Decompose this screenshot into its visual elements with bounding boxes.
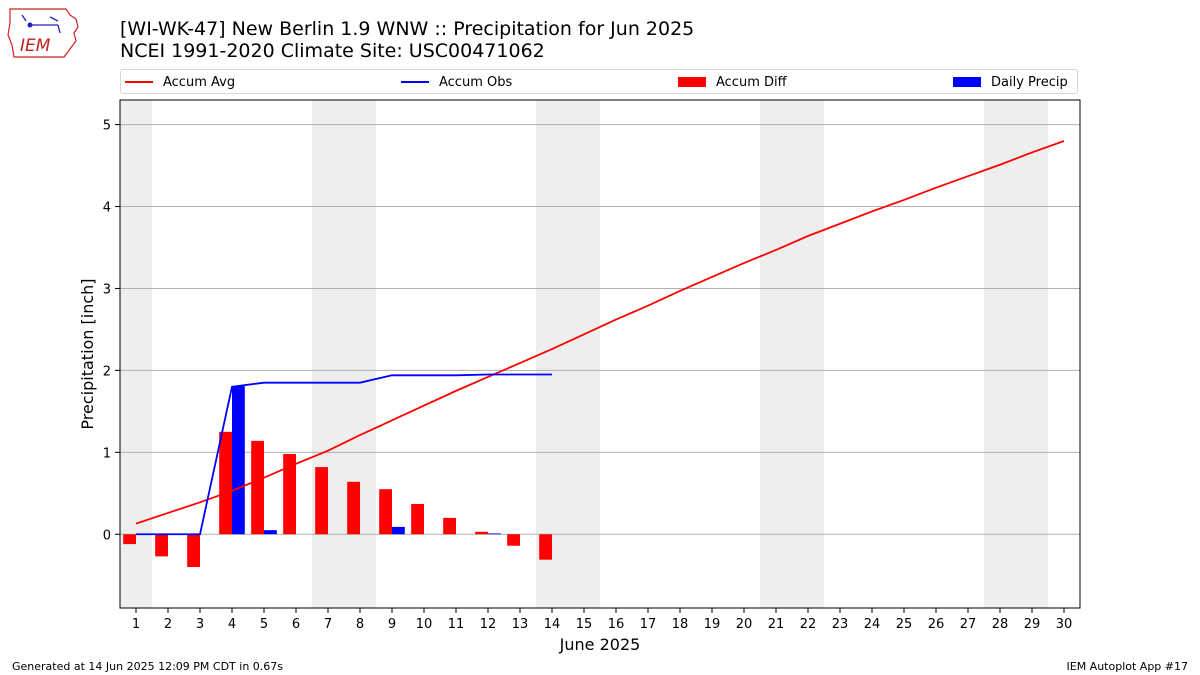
legend-label-accum-obs: Accum Obs	[439, 74, 513, 90]
x-tick-label-2: 2	[164, 617, 172, 632]
diff-bar-day-2	[155, 534, 168, 557]
x-tick-label-18: 18	[672, 617, 689, 632]
chart-legend: Accum Avg Accum Obs Accum Diff Daily Pre…	[120, 69, 1078, 94]
x-tick-label-13: 13	[512, 617, 529, 632]
weekend-shading	[120, 100, 1048, 608]
x-tick-label-26: 26	[928, 617, 945, 632]
y-tick-label-0: 0	[103, 528, 111, 543]
diff-bar-day-11	[443, 517, 456, 535]
weekend-band-22	[792, 100, 824, 608]
weekend-band-1	[120, 100, 152, 608]
weekend-band-29	[1016, 100, 1048, 608]
diff-bar-day-6	[283, 453, 296, 535]
diff-bar-day-12	[475, 531, 488, 535]
logo-text: IEM	[20, 36, 51, 56]
x-tick-label-19: 19	[704, 617, 721, 632]
x-tick-label-25: 25	[896, 617, 913, 632]
legend-swatch-accum-obs	[401, 81, 429, 83]
x-tick-label-22: 22	[800, 617, 817, 632]
y-tick-label-3: 3	[103, 282, 111, 297]
x-tick-label-21: 21	[768, 617, 785, 632]
x-tick-label-6: 6	[292, 617, 300, 632]
x-axis-label: June 2025	[559, 635, 641, 654]
plot-frame	[119, 99, 1081, 609]
daily-bar-day-5	[264, 530, 277, 535]
line-series	[135, 140, 1065, 536]
legend-swatch-accum-diff	[678, 77, 706, 87]
diff-bar-day-1	[123, 534, 136, 545]
y-axis-ticks: 0 1 2 3 4 5	[103, 119, 120, 543]
x-tick-label-30: 30	[1056, 617, 1073, 632]
daily-bar-day-4	[232, 385, 245, 535]
y-tick-label-2: 2	[103, 364, 111, 379]
diff-bar-day-13	[507, 534, 520, 546]
x-tick-label-17: 17	[640, 617, 657, 632]
x-tick-label-15: 15	[576, 617, 593, 632]
x-tick-label-7: 7	[324, 617, 332, 632]
x-tick-label-16: 16	[608, 617, 625, 632]
legend-swatch-daily-precip	[953, 77, 981, 87]
diff-bar-day-10	[411, 503, 424, 535]
y-gridlines	[120, 124, 1080, 535]
x-tick-label-5: 5	[260, 617, 268, 632]
y-axis-label: Precipitation [inch]	[78, 278, 97, 429]
diff-bar-day-9	[379, 489, 392, 535]
diff-bar-day-14	[539, 534, 552, 560]
y-tick-label-4: 4	[103, 201, 111, 216]
accum-avg-line	[135, 140, 1065, 525]
legend-label-daily-precip: Daily Precip	[991, 74, 1068, 90]
generated-footer: Generated at 14 Jun 2025 12:09 PM CDT in…	[12, 660, 284, 673]
x-tick-label-8: 8	[356, 617, 364, 632]
weekend-band-15	[568, 100, 600, 608]
bar-series	[123, 385, 552, 568]
x-tick-label-3: 3	[196, 617, 204, 632]
diff-bar-day-5	[251, 440, 264, 535]
x-tick-label-4: 4	[228, 617, 236, 632]
legend-item-daily-precip: Daily Precip	[953, 74, 1068, 90]
diff-bar-day-4	[219, 431, 232, 535]
x-tick-label-10: 10	[416, 617, 433, 632]
x-tick-label-11: 11	[448, 617, 465, 632]
x-tick-label-24: 24	[864, 617, 881, 632]
diff-bar-day-8	[347, 481, 360, 535]
x-tick-label-12: 12	[480, 617, 497, 632]
iem-logo: IEM	[6, 5, 82, 61]
x-tick-label-20: 20	[736, 617, 753, 632]
legend-swatch-accum-avg	[125, 81, 153, 83]
legend-label-accum-diff: Accum Diff	[716, 74, 787, 90]
x-tick-label-1: 1	[132, 617, 140, 632]
x-tick-label-27: 27	[960, 617, 977, 632]
app-footer: IEM Autoplot App #17	[1066, 660, 1189, 673]
iowa-outline-icon: IEM	[7, 8, 79, 58]
chart-subtitle: NCEI 1991-2020 Climate Site: USC00471062	[120, 40, 545, 62]
diff-bar-day-3	[187, 534, 200, 568]
chart-title: [WI-WK-47] New Berlin 1.9 WNW :: Precipi…	[120, 18, 695, 40]
accum-obs-line	[136, 373, 552, 536]
diff-bar-day-7	[315, 467, 328, 535]
x-tick-label-14: 14	[544, 617, 561, 632]
x-tick-label-23: 23	[832, 617, 849, 632]
legend-item-accum-avg: Accum Avg	[125, 74, 235, 90]
x-tick-label-29: 29	[1024, 617, 1041, 632]
x-axis-ticks: 1 2 3 4 5 6 7 8 9 10 11 12 13 14 15 16 17 18 19 20 21 22 23 24 2…	[132, 608, 1072, 632]
y-tick-label-1: 1	[103, 446, 111, 461]
weekend-band-21	[760, 100, 792, 608]
x-tick-label-9: 9	[388, 617, 396, 632]
legend-item-accum-diff: Accum Diff	[678, 74, 787, 90]
legend-item-accum-obs: Accum Obs	[401, 74, 512, 90]
daily-bar-day-12	[488, 533, 501, 535]
x-tick-label-28: 28	[992, 617, 1009, 632]
legend-label-accum-avg: Accum Avg	[163, 74, 236, 90]
y-tick-label-5: 5	[103, 119, 111, 134]
daily-bar-day-9	[392, 526, 405, 535]
weekend-band-28	[984, 100, 1016, 608]
